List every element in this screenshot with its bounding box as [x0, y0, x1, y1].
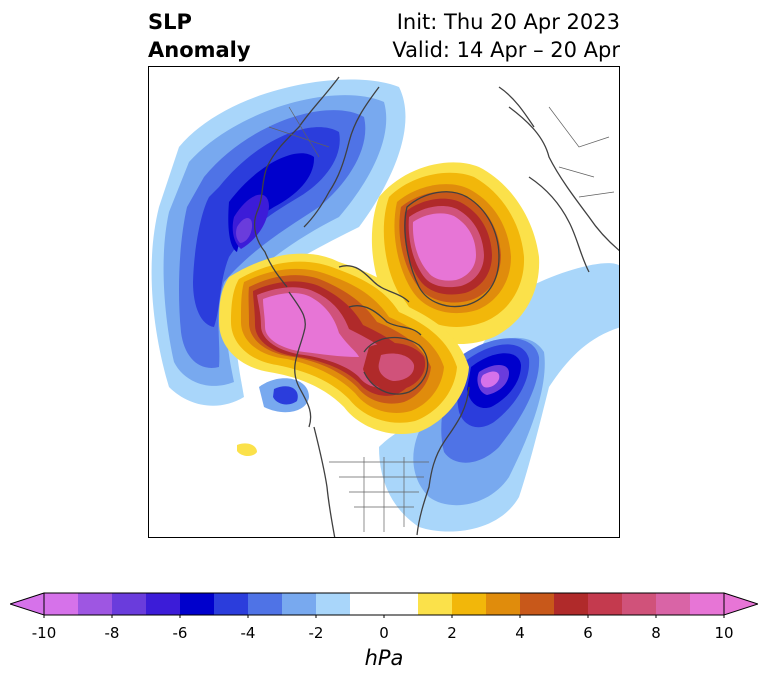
colorbar-tick-label: -2: [308, 624, 324, 642]
colorbar: [10, 592, 758, 618]
colorbar-segment: [248, 593, 283, 615]
colorbar-tick-label: 4: [515, 624, 525, 642]
colorbar-segment: [384, 593, 419, 615]
high-anomaly-greenland: [371, 162, 540, 345]
colorbar-segment: [690, 593, 725, 615]
colorbar-tick-label: 10: [714, 624, 734, 642]
colorbar-segment: [622, 593, 657, 615]
high-anomaly-arctic-band: [219, 253, 469, 435]
colorbar-tick-label: 0: [379, 624, 389, 642]
colorbar-segment: [588, 593, 623, 615]
colorbar-segment: [44, 593, 79, 615]
colorbar-segment: [520, 593, 555, 615]
colorbar-segment: [656, 593, 691, 615]
small-positive-feature: [237, 443, 257, 457]
colorbar-extend-low: [10, 592, 45, 616]
colorbar-units: hPa: [364, 646, 404, 670]
init-date: Init: Thu 20 Apr 2023: [396, 10, 620, 34]
colorbar-segment: [316, 593, 351, 615]
colorbar-segment: [78, 593, 113, 615]
colorbar-segment: [554, 593, 589, 615]
colorbar-tick-label: -6: [172, 624, 188, 642]
title-variable: SLP: [148, 10, 192, 34]
colorbar-segment: [112, 593, 147, 615]
map-dates: Init: Thu 20 Apr 2023 Valid: 14 Apr – 20…: [392, 8, 620, 64]
colorbar-segment: [418, 593, 453, 615]
colorbar-tick-label: 6: [583, 624, 593, 642]
colorbar-tick-label: -8: [104, 624, 120, 642]
colorbar-segment: [452, 593, 487, 615]
colorbar-tick-label: 2: [447, 624, 457, 642]
coastlines: [253, 76, 619, 537]
map-title: SLP Anomaly: [148, 8, 251, 64]
colorbar-tick-label: -10: [31, 624, 57, 642]
political-borders: [268, 106, 615, 532]
colorbar-tick-label: 8: [651, 624, 661, 642]
valid-range: Valid: 14 Apr – 20 Apr: [392, 38, 620, 62]
colorbar-segment: [282, 593, 317, 615]
colorbar-segment: [180, 593, 215, 615]
colorbar-tick-label: -4: [240, 624, 256, 642]
colorbar-extend-high: [723, 592, 758, 616]
colorbar-segment: [214, 593, 249, 615]
title-field: Anomaly: [148, 38, 251, 62]
anomaly-map: [148, 66, 620, 538]
colorbar-segment: [350, 593, 385, 615]
colorbar-segment: [146, 593, 181, 615]
colorbar-segment: [486, 593, 521, 615]
